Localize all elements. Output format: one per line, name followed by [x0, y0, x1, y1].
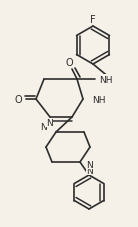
- Text: O: O: [14, 95, 22, 105]
- Text: N: N: [40, 122, 47, 131]
- Text: N: N: [86, 166, 93, 175]
- Text: N: N: [87, 160, 93, 169]
- Text: N: N: [46, 118, 53, 127]
- Text: NH: NH: [99, 75, 112, 84]
- Text: O: O: [65, 58, 73, 68]
- Text: NH: NH: [92, 95, 105, 104]
- Text: F: F: [90, 15, 96, 25]
